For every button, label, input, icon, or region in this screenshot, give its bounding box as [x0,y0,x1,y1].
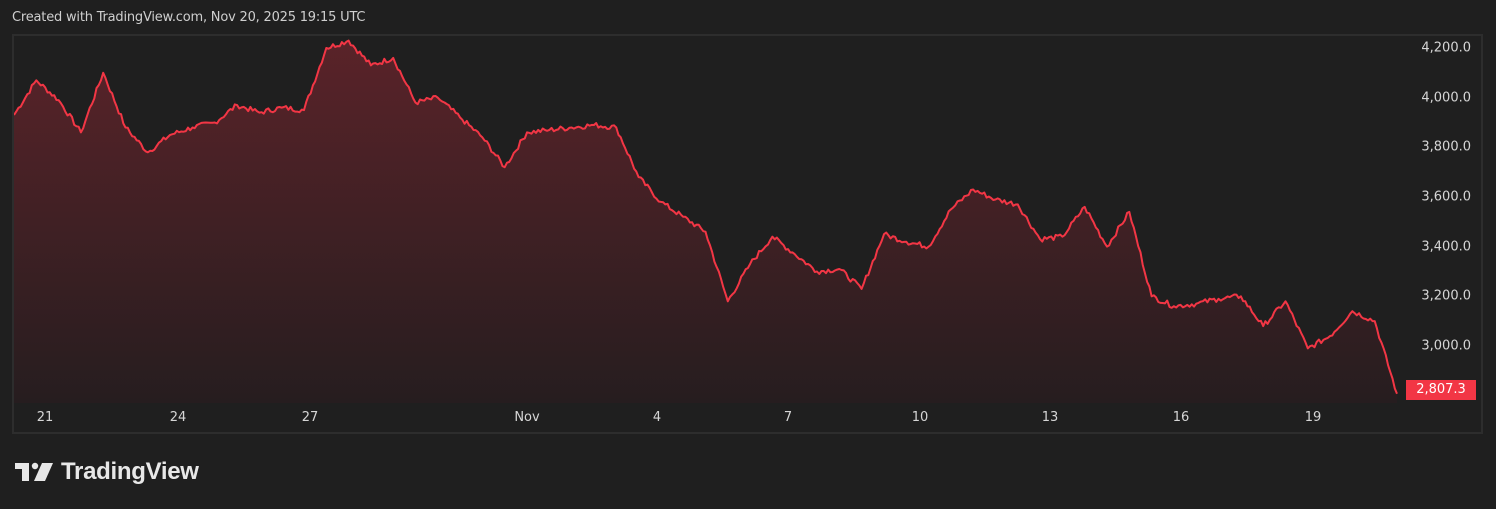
time-tick: 27 [301,410,319,425]
price-tick: 3,600.0 [1421,189,1471,205]
tradingview-logo[interactable]: TradingView [15,458,199,486]
time-tick: Nov [514,410,540,425]
time-tick: 4 [652,410,662,425]
tradingview-logo-text: TradingView [61,458,199,485]
time-tick: 13 [1041,410,1059,425]
price-area-fill [14,40,1397,403]
chart-caption: Created with TradingView.com, Nov 20, 20… [12,10,366,25]
price-tick: 4,000.0 [1421,90,1471,106]
time-tick: 19 [1304,410,1322,425]
tradingview-logo-icon [15,462,53,481]
price-tick: 3,200.0 [1421,288,1471,304]
price-line [14,39,1398,395]
price-tick: 3,000.0 [1421,338,1471,354]
price-tick: 3,800.0 [1421,139,1471,155]
time-tick: 16 [1172,410,1190,425]
time-tick: 10 [911,410,929,425]
chart-frame [12,34,1483,434]
last-price-badge: 2,807.3 [1406,380,1476,400]
time-tick: 7 [783,410,793,425]
price-tick: 4,200.0 [1421,40,1471,56]
time-tick: 24 [169,410,187,425]
time-tick: 21 [36,410,54,425]
price-tick: 3,400.0 [1421,239,1471,255]
